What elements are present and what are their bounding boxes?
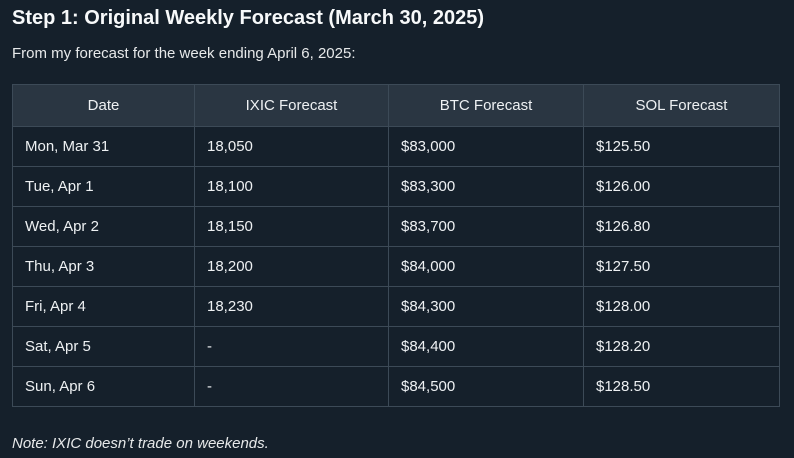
cell-date: Mon, Mar 31 (12, 126, 195, 167)
cell-date: Thu, Apr 3 (12, 246, 195, 287)
cell-ixic: 18,050 (194, 126, 389, 167)
cell-btc: $84,000 (388, 246, 584, 287)
cell-sol: $128.50 (583, 366, 780, 407)
cell-btc: $83,300 (388, 166, 584, 207)
table-row: Sun, Apr 6 - $84,500 $128.50 (12, 366, 780, 407)
table-row: Tue, Apr 1 18,100 $83,300 $126.00 (12, 166, 780, 207)
intro-text: From my forecast for the week ending Apr… (12, 45, 356, 62)
table-row: Mon, Mar 31 18,050 $83,000 $125.50 (12, 126, 780, 167)
cell-date: Wed, Apr 2 (12, 206, 195, 247)
cell-date: Sun, Apr 6 (12, 366, 195, 407)
weekend-note: Note: IXIC doesn’t trade on weekends. (12, 435, 269, 452)
cell-sol: $126.00 (583, 166, 780, 207)
cell-btc: $84,400 (388, 326, 584, 367)
cell-date: Tue, Apr 1 (12, 166, 195, 207)
column-header-btc: BTC Forecast (388, 84, 584, 127)
page-heading: Step 1: Original Weekly Forecast (March … (12, 7, 485, 29)
table-row: Thu, Apr 3 18,200 $84,000 $127.50 (12, 246, 780, 287)
cell-btc: $83,000 (388, 126, 584, 167)
cell-sol: $128.00 (583, 286, 780, 327)
cell-sol: $128.20 (583, 326, 780, 367)
forecast-table: Date IXIC Forecast BTC Forecast SOL Fore… (12, 84, 780, 407)
table-row: Sat, Apr 5 - $84,400 $128.20 (12, 326, 780, 367)
cell-ixic: 18,100 (194, 166, 389, 207)
table-header-row: Date IXIC Forecast BTC Forecast SOL Fore… (12, 84, 780, 127)
column-header-sol: SOL Forecast (583, 84, 780, 127)
cell-ixic: - (194, 366, 389, 407)
cell-btc: $84,300 (388, 286, 584, 327)
cell-sol: $126.80 (583, 206, 780, 247)
column-header-date: Date (12, 84, 195, 127)
cell-sol: $125.50 (583, 126, 780, 167)
cell-date: Fri, Apr 4 (12, 286, 195, 327)
cell-ixic: - (194, 326, 389, 367)
cell-ixic: 18,200 (194, 246, 389, 287)
cell-btc: $84,500 (388, 366, 584, 407)
cell-date: Sat, Apr 5 (12, 326, 195, 367)
cell-ixic: 18,230 (194, 286, 389, 327)
table-row: Fri, Apr 4 18,230 $84,300 $128.00 (12, 286, 780, 327)
cell-ixic: 18,150 (194, 206, 389, 247)
column-header-ixic: IXIC Forecast (194, 84, 389, 127)
cell-sol: $127.50 (583, 246, 780, 287)
cell-btc: $83,700 (388, 206, 584, 247)
table-row: Wed, Apr 2 18,150 $83,700 $126.80 (12, 206, 780, 247)
